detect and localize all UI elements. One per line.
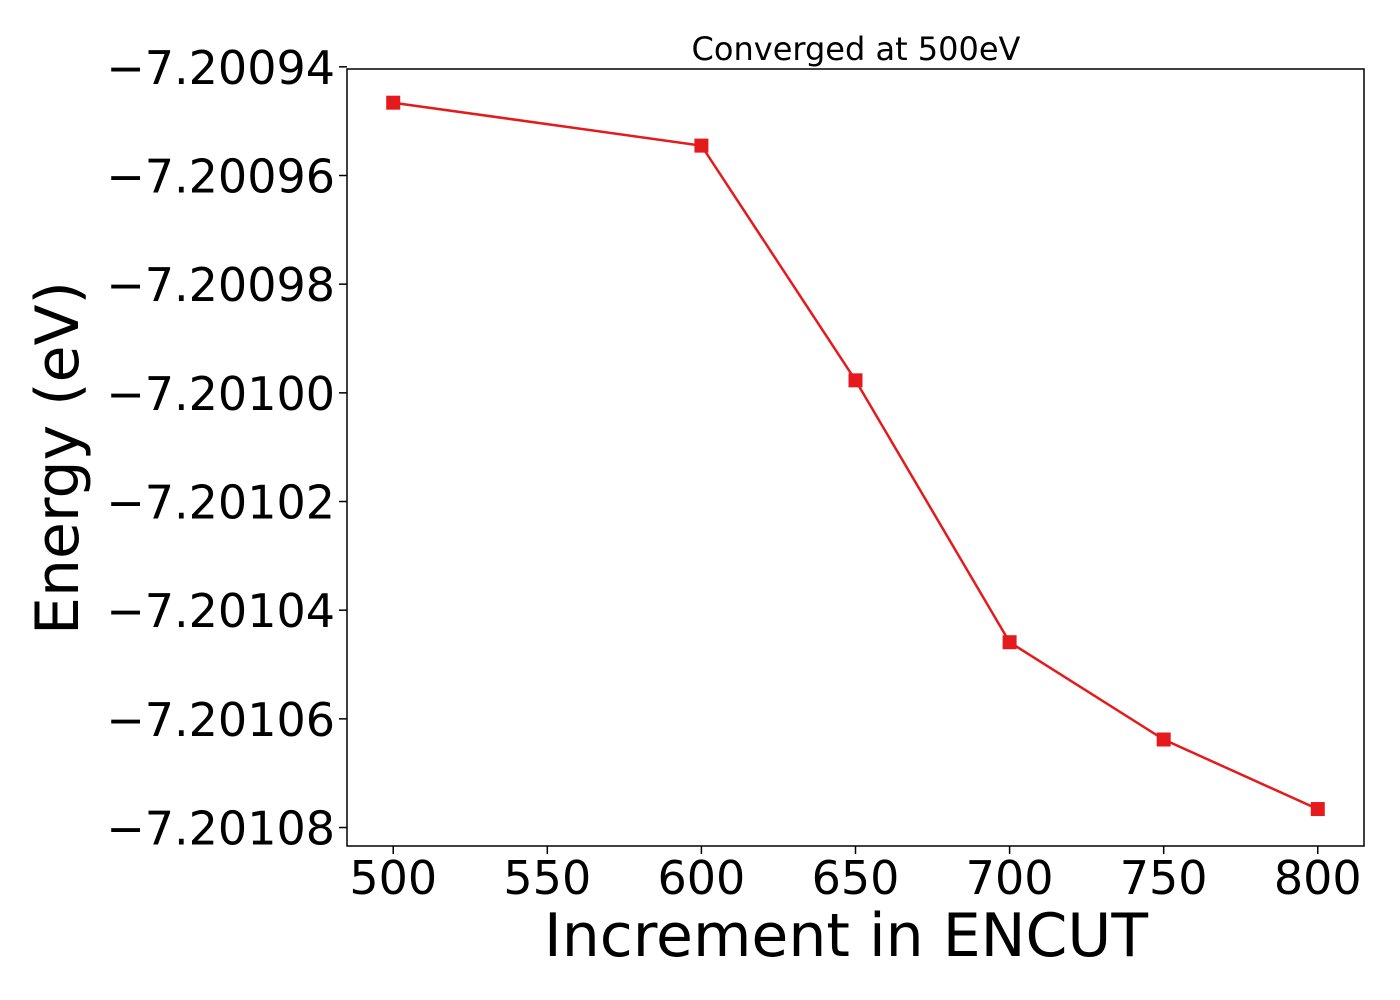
x-tick-label: 650 bbox=[812, 851, 900, 905]
y-tick-label: −7.20102 bbox=[106, 476, 335, 530]
x-tick-label: 550 bbox=[503, 851, 591, 905]
y-axis-label: Energy (eV) bbox=[23, 281, 93, 635]
y-tick-label: −7.20106 bbox=[106, 693, 335, 747]
plot-frame bbox=[346, 68, 1365, 847]
data-point bbox=[1002, 635, 1017, 650]
data-point bbox=[848, 373, 863, 388]
x-tick-label: 500 bbox=[349, 851, 437, 905]
y-tick-label: −7.20100 bbox=[106, 367, 335, 421]
x-tick-label: 800 bbox=[1274, 851, 1362, 905]
x-tick-label: 700 bbox=[966, 851, 1054, 905]
data-point bbox=[1156, 732, 1171, 747]
series-group bbox=[386, 95, 1325, 817]
y-axis: −7.20094 −7.20096 −7.20098 −7.20100 −7.20102… bbox=[106, 41, 347, 856]
y-tick-label: −7.20108 bbox=[106, 802, 335, 856]
x-axis: 500 550 600 650 700 750 800 bbox=[349, 846, 1362, 905]
data-point bbox=[1310, 802, 1325, 817]
x-axis-label: Increment in ENCUT bbox=[544, 901, 1148, 971]
series-line bbox=[393, 101, 1319, 811]
x-tick-label: 750 bbox=[1120, 851, 1208, 905]
y-tick-label: −7.20104 bbox=[106, 584, 335, 638]
data-point bbox=[694, 138, 709, 153]
chart-title: Converged at 500eV bbox=[692, 30, 1021, 68]
x-tick-label: 600 bbox=[658, 851, 746, 905]
y-tick-label: −7.20096 bbox=[106, 149, 335, 203]
y-tick-label: −7.20098 bbox=[106, 258, 335, 312]
y-tick-label: −7.20094 bbox=[106, 41, 335, 95]
data-point bbox=[386, 95, 401, 110]
